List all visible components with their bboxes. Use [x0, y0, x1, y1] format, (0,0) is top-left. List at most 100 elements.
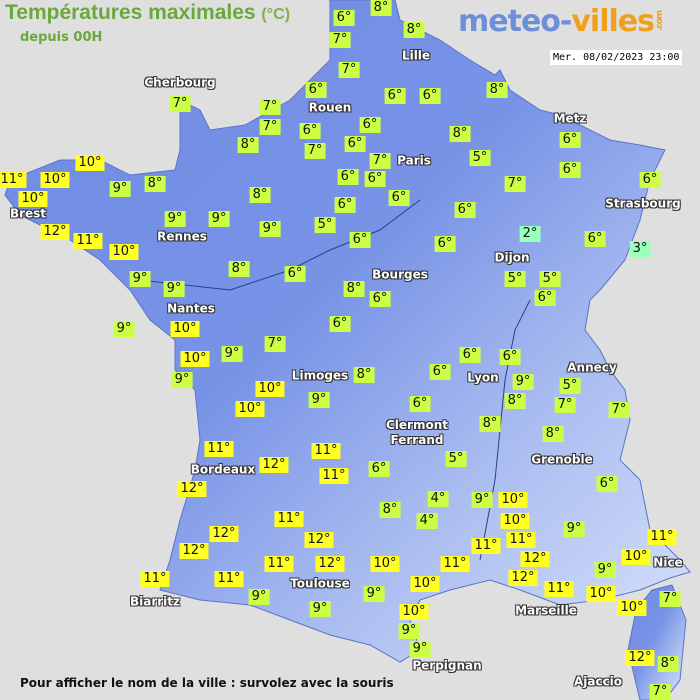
temperature-label[interactable]: 11° [471, 538, 501, 554]
temperature-label[interactable]: 6° [596, 476, 618, 492]
temperature-label[interactable]: 10° [586, 586, 616, 602]
temperature-label[interactable]: 11° [544, 581, 574, 597]
temperature-label[interactable]: 9° [398, 623, 420, 639]
temperature-label[interactable]: 3° [629, 241, 651, 257]
temperature-label[interactable]: 11° [214, 571, 244, 587]
temperature-label[interactable]: 6° [305, 82, 327, 98]
temperature-label[interactable]: 6° [284, 266, 306, 282]
temperature-label[interactable]: 10° [617, 600, 647, 616]
temperature-label[interactable]: 8° [449, 126, 471, 142]
temperature-label[interactable]: 8° [486, 82, 508, 98]
temperature-label[interactable]: 9° [471, 492, 493, 508]
temperature-label[interactable]: 10° [109, 244, 139, 260]
temperature-label[interactable]: 11° [274, 511, 304, 527]
temperature-label[interactable]: 12° [209, 526, 239, 542]
temperature-label[interactable]: 12° [625, 650, 655, 666]
temperature-label[interactable]: 7° [554, 397, 576, 413]
temperature-label[interactable]: 6° [329, 316, 351, 332]
temperature-label[interactable]: 6° [388, 190, 410, 206]
temperature-label[interactable]: 10° [399, 604, 429, 620]
temperature-label[interactable]: 6° [349, 232, 371, 248]
temperature-label[interactable]: 8° [353, 367, 375, 383]
temperature-label[interactable]: 12° [177, 481, 207, 497]
temperature-label[interactable]: 11° [440, 556, 470, 572]
temperature-label[interactable]: 4° [427, 491, 449, 507]
temperature-label[interactable]: 8° [504, 393, 526, 409]
temperature-label[interactable]: 6° [419, 88, 441, 104]
temperature-label[interactable]: 9° [259, 221, 281, 237]
temperature-label[interactable]: 7° [659, 591, 681, 607]
temperature-label[interactable]: 5° [314, 217, 336, 233]
temperature-label[interactable]: 7° [369, 153, 391, 169]
temperature-label[interactable]: 5° [559, 378, 581, 394]
temperature-label[interactable]: 12° [259, 457, 289, 473]
temperature-label[interactable]: 7° [259, 119, 281, 135]
temperature-label[interactable]: 9° [363, 586, 385, 602]
temperature-label[interactable]: 7° [304, 143, 326, 159]
temperature-label[interactable]: 6° [344, 136, 366, 152]
temperature-label[interactable]: 10° [498, 492, 528, 508]
temperature-label[interactable]: 12° [520, 551, 550, 567]
temperature-label[interactable]: 11° [140, 571, 170, 587]
temperature-label[interactable]: 11° [264, 556, 294, 572]
temperature-label[interactable]: 8° [542, 426, 564, 442]
temperature-label[interactable]: 10° [410, 576, 440, 592]
temperature-label[interactable]: 6° [534, 290, 556, 306]
temperature-label[interactable]: 9° [563, 521, 585, 537]
temperature-label[interactable]: 8° [479, 416, 501, 432]
temperature-label[interactable]: 2° [519, 226, 541, 242]
temperature-label[interactable]: 11° [311, 443, 341, 459]
temperature-label[interactable]: 6° [499, 349, 521, 365]
temperature-label[interactable]: 9° [129, 271, 151, 287]
temperature-label[interactable]: 7° [329, 32, 351, 48]
temperature-label[interactable]: 6° [334, 197, 356, 213]
temperature-label[interactable]: 7° [608, 402, 630, 418]
temperature-label[interactable]: 9° [163, 281, 185, 297]
temperature-label[interactable]: 6° [369, 291, 391, 307]
temperature-label[interactable]: 10° [370, 556, 400, 572]
temperature-label[interactable]: 6° [584, 231, 606, 247]
temperature-label[interactable]: 7° [259, 99, 281, 115]
temperature-label[interactable]: 11° [0, 172, 27, 188]
temperature-label[interactable]: 6° [639, 172, 661, 188]
temperature-label[interactable]: 6° [333, 10, 355, 26]
temperature-label[interactable]: 9° [248, 589, 270, 605]
temperature-label[interactable]: 10° [235, 401, 265, 417]
temperature-label[interactable]: 11° [73, 233, 103, 249]
temperature-label[interactable]: 8° [403, 22, 425, 38]
temperature-label[interactable]: 8° [343, 281, 365, 297]
temperature-label[interactable]: 12° [304, 532, 334, 548]
temperature-label[interactable]: 9° [409, 641, 431, 657]
temperature-label[interactable]: 9° [594, 562, 616, 578]
temperature-label[interactable]: 8° [249, 187, 271, 203]
temperature-label[interactable]: 9° [109, 181, 131, 197]
temperature-label[interactable]: 6° [454, 202, 476, 218]
temperature-label[interactable]: 9° [208, 211, 230, 227]
temperature-label[interactable]: 6° [434, 236, 456, 252]
temperature-label[interactable]: 10° [75, 155, 105, 171]
temperature-label[interactable]: 10° [500, 513, 530, 529]
temperature-label[interactable]: 9° [113, 321, 135, 337]
temperature-label[interactable]: 9° [221, 346, 243, 362]
temperature-label[interactable]: 12° [179, 543, 209, 559]
temperature-label[interactable]: 6° [559, 132, 581, 148]
temperature-label[interactable]: 9° [309, 601, 331, 617]
temperature-label[interactable]: 9° [512, 374, 534, 390]
temperature-label[interactable]: 6° [384, 88, 406, 104]
temperature-label[interactable]: 8° [379, 502, 401, 518]
temperature-label[interactable]: 10° [255, 381, 285, 397]
temperature-label[interactable]: 8° [237, 137, 259, 153]
temperature-label[interactable]: 8° [370, 0, 392, 16]
temperature-label[interactable]: 8° [657, 656, 679, 672]
temperature-label[interactable]: 7° [649, 684, 671, 700]
temperature-label[interactable]: 5° [469, 150, 491, 166]
temperature-label[interactable]: 8° [228, 261, 250, 277]
temperature-label[interactable]: 10° [170, 321, 200, 337]
temperature-label[interactable]: 12° [40, 224, 70, 240]
temperature-label[interactable]: 5° [504, 271, 526, 287]
temperature-label[interactable]: 9° [171, 372, 193, 388]
temperature-label[interactable]: 11° [506, 532, 536, 548]
temperature-label[interactable]: 6° [429, 364, 451, 380]
temperature-label[interactable]: 10° [40, 172, 70, 188]
temperature-label[interactable]: 8° [144, 176, 166, 192]
